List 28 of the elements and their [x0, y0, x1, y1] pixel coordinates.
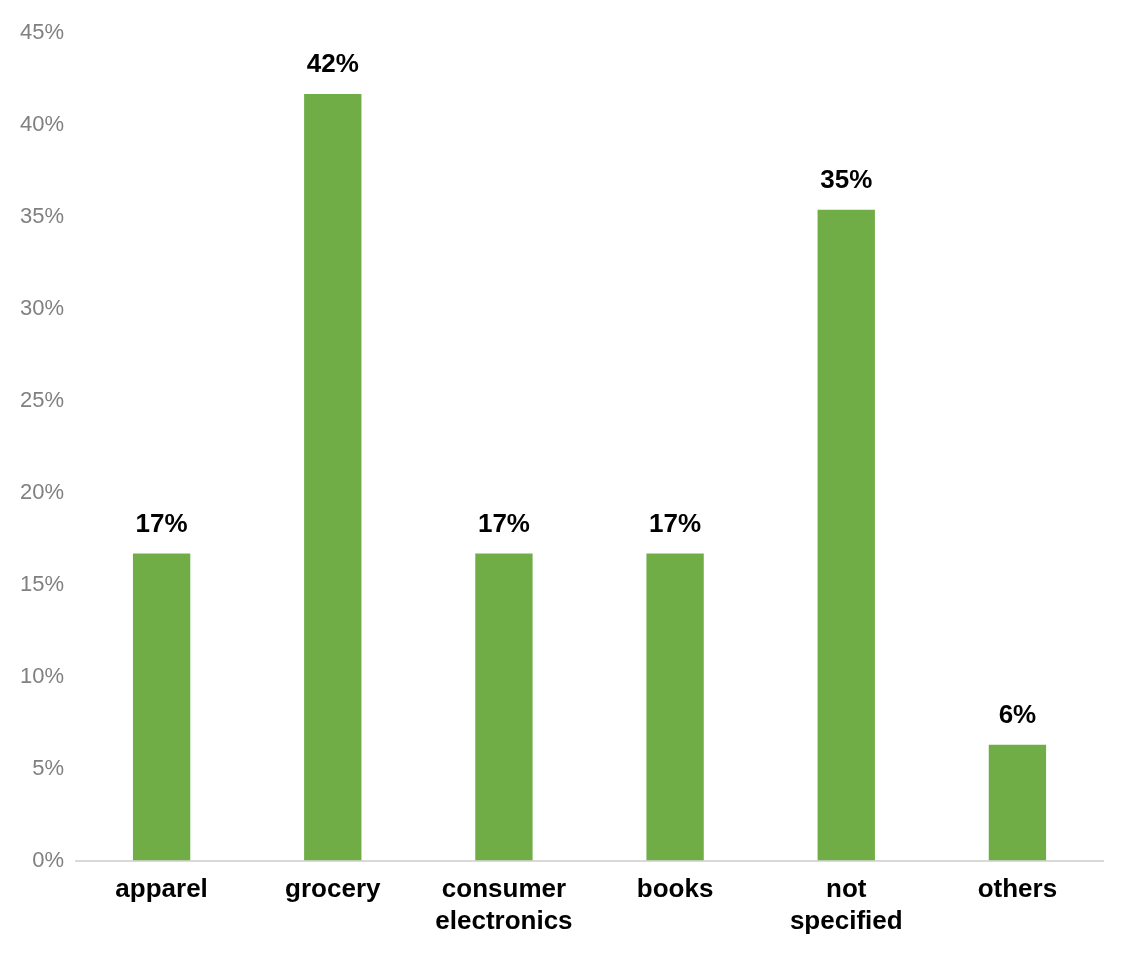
y-tick-label: 25%	[19, 387, 65, 412]
x-tick-label: not specified	[789, 873, 903, 935]
bar	[817, 209, 875, 861]
x-tick-label: apparel	[115, 873, 208, 904]
y-tick-label: 40%	[19, 111, 65, 137]
data-label: 6%	[998, 698, 1037, 729]
y-tick-label: 5%	[32, 754, 65, 780]
bar	[475, 553, 533, 861]
x-tick-label: books	[636, 873, 714, 904]
x-tick-label: others	[977, 873, 1058, 904]
data-label: 17%	[649, 507, 702, 538]
data-label: 42%	[306, 48, 359, 79]
y-tick-label: 10%	[19, 662, 65, 688]
y-tick-label: 20%	[19, 478, 65, 504]
bar	[988, 744, 1047, 861]
bar	[304, 93, 362, 861]
y-tick-label: 45%	[19, 19, 65, 45]
bar	[646, 553, 704, 861]
bar	[132, 553, 191, 861]
y-tick-label: 30%	[19, 295, 65, 321]
data-label: 17%	[135, 507, 188, 538]
data-label: 17%	[477, 507, 530, 538]
data-label: 35%	[820, 163, 873, 194]
x-tick-label: consumer electronics	[435, 873, 573, 935]
y-tick-label: 35%	[19, 203, 65, 229]
y-tick-label: 15%	[19, 570, 65, 596]
x-tick-label: grocery	[285, 873, 381, 904]
y-tick-label: 0%	[32, 846, 65, 872]
